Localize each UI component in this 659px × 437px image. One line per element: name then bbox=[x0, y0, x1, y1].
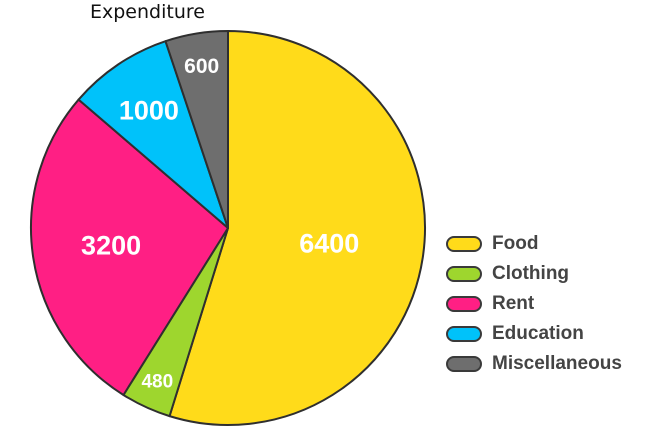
pie-slice-education bbox=[77, 40, 229, 229]
legend-label-clothing: Clothing bbox=[492, 263, 570, 284]
legend-label-food: Food bbox=[492, 233, 539, 254]
slice-label-education: 1000 bbox=[119, 95, 179, 125]
legend-label-rent: Rent bbox=[492, 293, 535, 314]
legend-label-miscellaneous: Miscellaneous bbox=[492, 353, 622, 374]
legend-swatch-miscellaneous bbox=[446, 356, 482, 372]
legend-item-miscellaneous: Miscellaneous bbox=[446, 349, 622, 379]
legend-item-food: Food bbox=[446, 229, 622, 259]
legend-item-education: Education bbox=[446, 319, 622, 349]
pie-slice-rent bbox=[29, 98, 229, 396]
legend-swatch-food bbox=[446, 236, 482, 252]
legend-item-clothing: Clothing bbox=[446, 259, 622, 289]
pie-slice-food bbox=[168, 30, 426, 426]
legend-label-education: Education bbox=[492, 323, 584, 344]
slice-label-rent: 3200 bbox=[81, 231, 141, 261]
legend-swatch-education bbox=[446, 326, 482, 342]
legend: Food Clothing Rent Education Miscellaneo… bbox=[446, 229, 622, 379]
pie-slice-miscellaneous bbox=[164, 30, 229, 229]
legend-item-rent: Rent bbox=[446, 289, 622, 319]
slice-label-miscellaneous: 600 bbox=[184, 55, 219, 78]
legend-swatch-rent bbox=[446, 296, 482, 312]
slice-label-food: 6400 bbox=[299, 228, 359, 258]
legend-swatch-clothing bbox=[446, 266, 482, 282]
slice-label-clothing: 480 bbox=[141, 372, 173, 393]
chart-title: Expenditure bbox=[90, 1, 205, 23]
